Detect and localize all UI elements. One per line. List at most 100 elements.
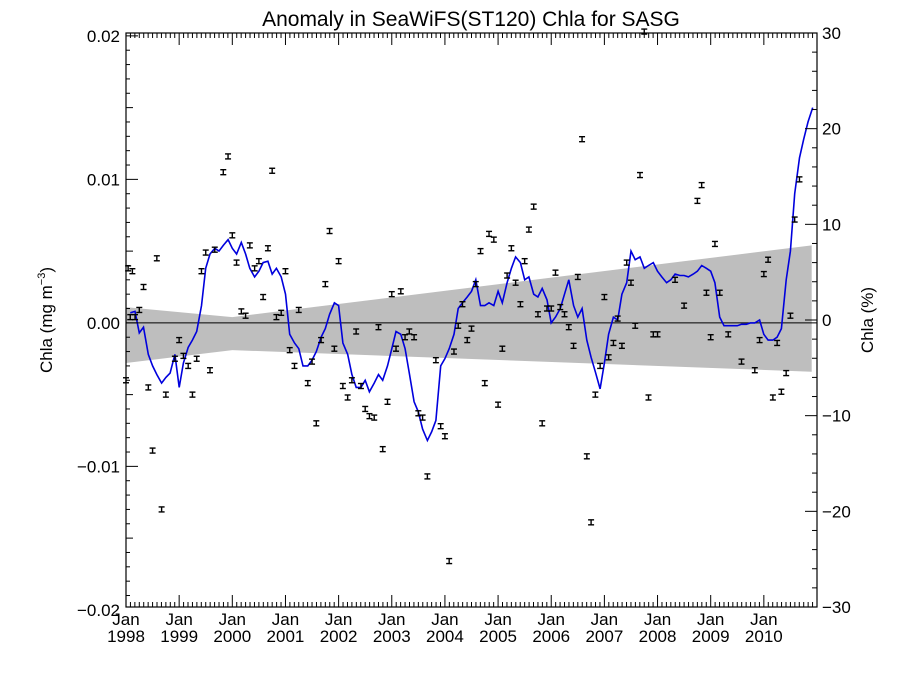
data-point (251, 265, 258, 272)
data-point (189, 391, 196, 398)
y-axis-label-left-superscript: −3 (36, 273, 48, 286)
data-point (339, 382, 346, 390)
data-point (605, 354, 612, 361)
data-point (627, 279, 634, 286)
data-point (645, 394, 652, 401)
data-point (570, 342, 577, 350)
data-point (486, 230, 493, 238)
x-tick-label-year: 2007 (585, 627, 623, 646)
data-points-layer (123, 28, 803, 565)
data-point (769, 394, 776, 401)
data-point (211, 246, 218, 253)
data-point (362, 405, 369, 413)
data-point (424, 473, 431, 480)
data-point (654, 331, 661, 338)
x-tick-label-year: 2002 (320, 627, 358, 646)
data-point (202, 249, 209, 256)
data-point (220, 168, 227, 176)
data-point (464, 336, 471, 344)
data-point (623, 259, 630, 266)
data-point (335, 257, 342, 265)
data-point (703, 289, 710, 296)
smooth-anomaly-line (130, 107, 814, 443)
data-point (388, 290, 395, 298)
data-point (610, 339, 617, 347)
data-point (446, 557, 453, 565)
data-point (472, 280, 479, 288)
data-point (136, 306, 143, 314)
smooth-line-layer (130, 107, 814, 443)
x-tick-label-year: 2004 (426, 627, 464, 646)
y-left-tick-label: 0.00 (87, 314, 120, 333)
data-point (499, 345, 506, 352)
data-point (618, 342, 625, 350)
x-tick-label-month: Jan (378, 610, 405, 629)
data-point (411, 334, 418, 341)
x-tick-label-month: Jan (697, 610, 724, 629)
y-left-tick-label: 0.02 (87, 27, 120, 46)
y-right-tick-label: −30 (822, 598, 851, 617)
data-point (495, 401, 502, 408)
data-point (778, 388, 785, 395)
data-point (760, 270, 767, 278)
data-point (783, 369, 790, 377)
data-point (225, 153, 232, 160)
x-tick-label-month: Jan (431, 610, 458, 629)
data-point (185, 362, 192, 370)
data-point (402, 334, 409, 341)
x-tick-label-month: Jan (112, 610, 139, 629)
y-right-tick-label: −10 (822, 407, 851, 426)
data-point (579, 135, 586, 143)
data-point (455, 322, 462, 329)
data-point (597, 362, 604, 370)
data-point (406, 328, 413, 335)
data-point (698, 181, 705, 189)
y-right-tick-label: 20 (822, 120, 841, 139)
data-point (357, 382, 364, 390)
data-point (459, 301, 466, 308)
data-point (716, 289, 723, 296)
data-point (796, 176, 803, 183)
data-point (707, 334, 714, 341)
data-point (278, 309, 285, 317)
data-point (711, 240, 718, 248)
data-point (481, 379, 488, 387)
data-point (791, 216, 798, 223)
x-tick-label-month: Jan (484, 610, 511, 629)
x-tick-label-month: Jan (591, 610, 618, 629)
data-point (193, 355, 200, 362)
data-point (309, 358, 316, 365)
data-point (269, 167, 276, 174)
data-point (583, 453, 590, 460)
data-point (206, 367, 213, 374)
data-point (353, 328, 360, 335)
data-point (504, 272, 511, 279)
data-point (725, 331, 732, 338)
data-point (477, 247, 484, 255)
x-tick-label-year: 2000 (213, 627, 251, 646)
data-point (539, 420, 546, 427)
data-point (751, 367, 758, 374)
data-point (246, 242, 253, 249)
data-point (548, 305, 555, 312)
y-right-tick-label: 0 (822, 311, 831, 330)
data-point (379, 445, 386, 453)
data-point (694, 197, 701, 205)
data-point (176, 336, 183, 344)
y-axis-label-left: Chla (mg m−3) (36, 267, 56, 373)
chart-title: Anomaly in SeaWiFS(ST120) Chla for SASG (262, 8, 680, 31)
data-point (153, 255, 160, 262)
x-tick-label-year: 2003 (373, 627, 411, 646)
x-tick-label-year: 2009 (692, 627, 730, 646)
x-tick-label-month: Jan (644, 610, 671, 629)
y-right-tick-label: 10 (822, 215, 841, 234)
data-point (322, 280, 329, 288)
y-axis-label-left-close: ) (37, 267, 56, 273)
x-tick-label-year: 2010 (745, 627, 783, 646)
data-point (255, 257, 262, 265)
data-point (149, 447, 156, 454)
data-point (552, 269, 559, 276)
data-point (468, 325, 475, 332)
data-point (765, 256, 772, 263)
data-point (371, 414, 378, 421)
